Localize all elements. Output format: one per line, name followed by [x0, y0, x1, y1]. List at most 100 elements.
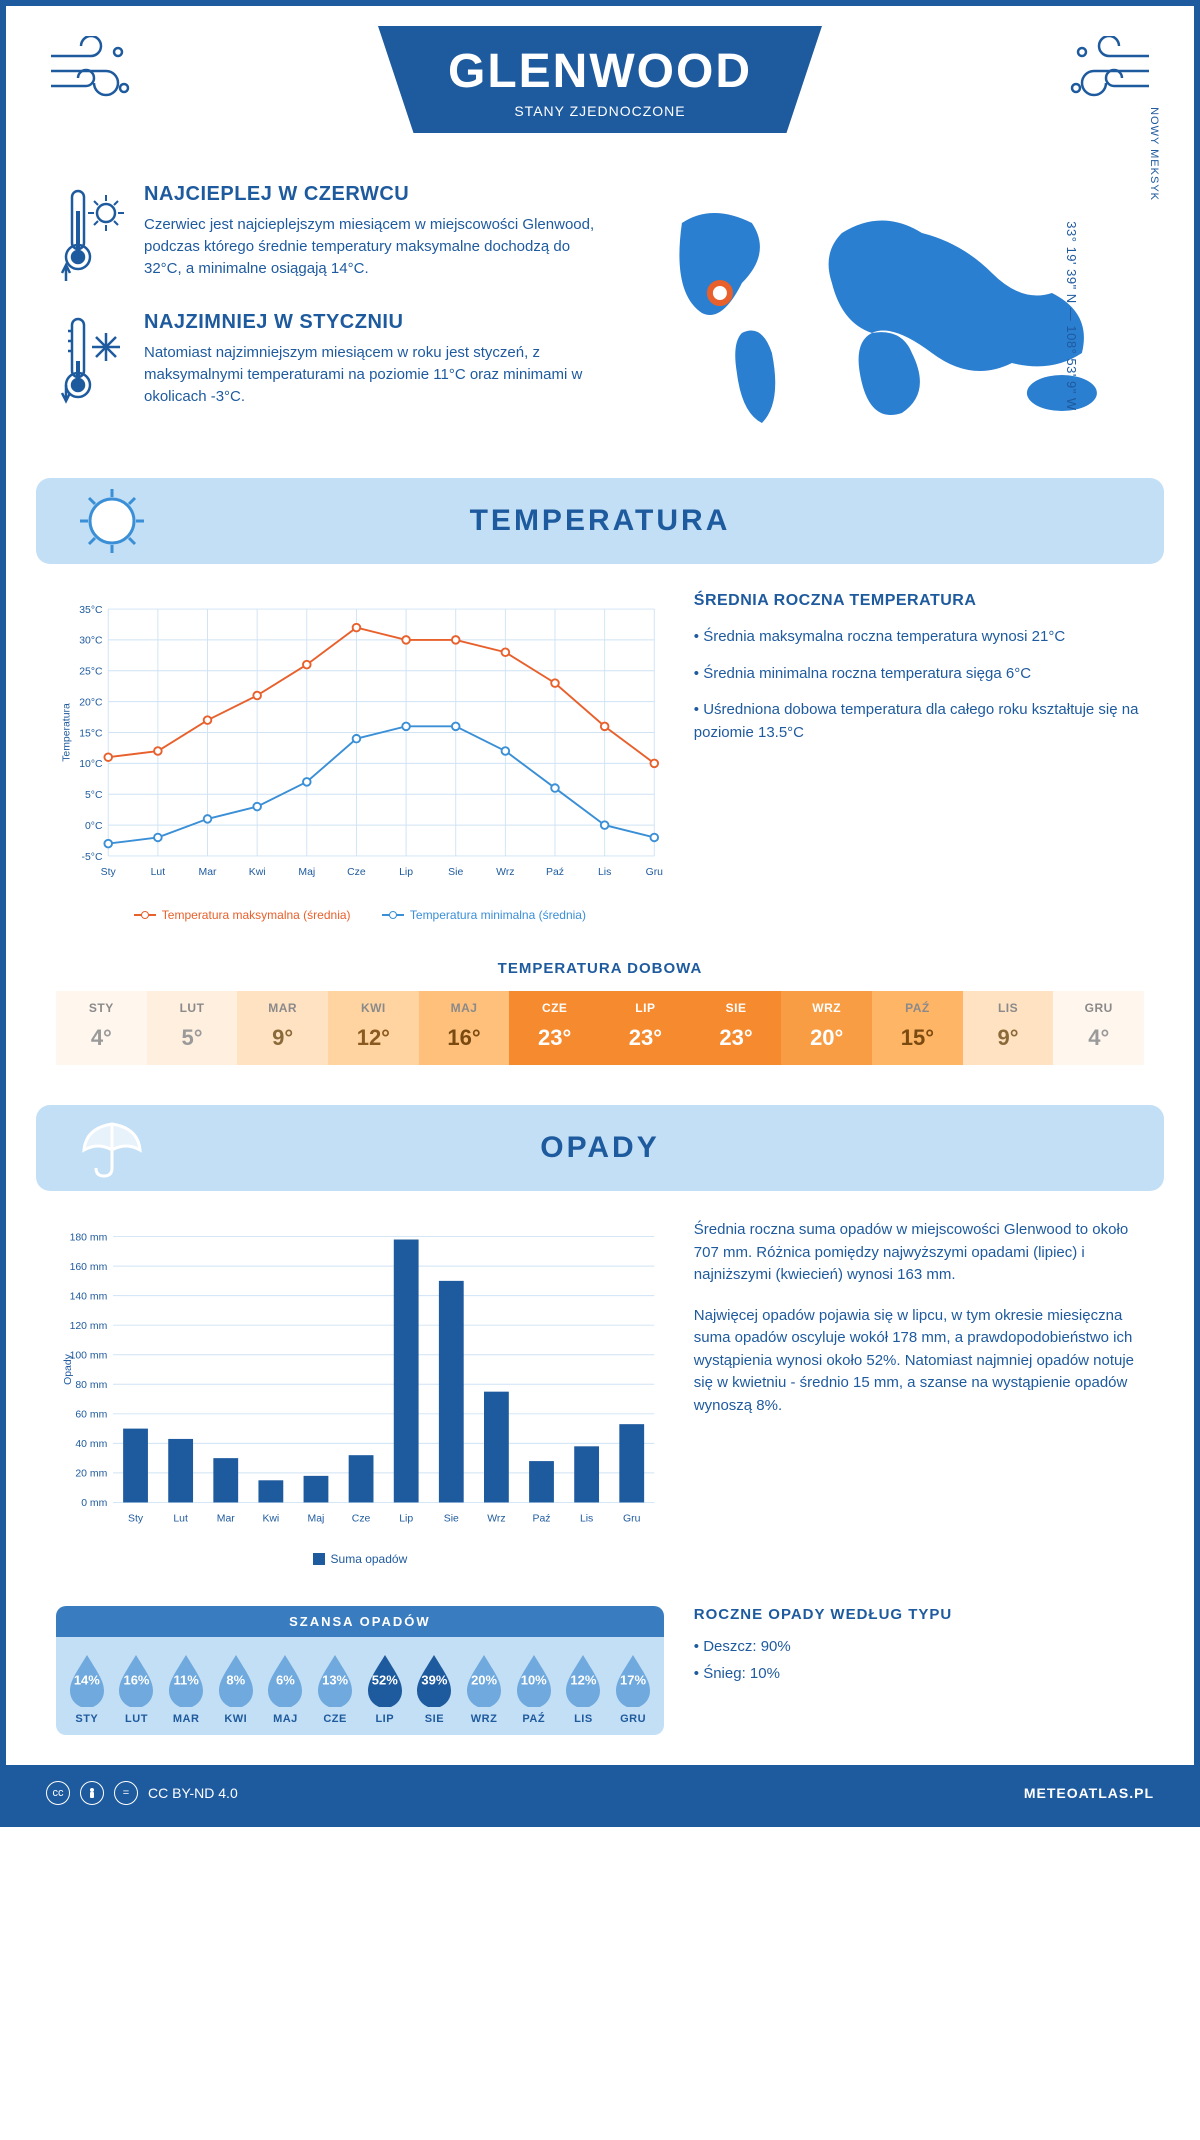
legend-label: Temperatura minimalna (średnia): [410, 908, 586, 922]
umbrella-icon: [76, 1112, 148, 1184]
precip-by-type: ROCZNE OPADY WEDŁUG TYPU • Deszcz: 90% •…: [694, 1588, 1194, 1717]
chance-value: 14%: [74, 1673, 100, 1688]
license-text: CC BY-ND 4.0: [148, 1785, 238, 1801]
rain-chance-row: 14% STY 16% LUT 11% MAR 8% KWI 6% MAJ 13…: [56, 1637, 664, 1735]
svg-text:20 mm: 20 mm: [75, 1469, 107, 1480]
month-label: SIE: [410, 1713, 460, 1725]
summary-line: • Średnia minimalna roczna temperatura s…: [694, 663, 1144, 686]
chance-value: 6%: [276, 1673, 295, 1688]
month-label: KWI: [211, 1713, 261, 1725]
svg-text:0°C: 0°C: [85, 821, 103, 832]
raindrop-icon: 14%: [64, 1651, 110, 1707]
wind-icon: [46, 36, 136, 120]
raindrop-icon: 13%: [312, 1651, 358, 1707]
rain-chance-cell: 12% LIS: [559, 1651, 609, 1725]
svg-text:10°C: 10°C: [79, 759, 103, 770]
daily-cell: PAŹ 15°: [872, 991, 963, 1065]
section-title: TEMPERATURA: [470, 504, 731, 537]
svg-text:Maj: Maj: [308, 1513, 325, 1524]
raindrop-icon: 8%: [213, 1651, 259, 1707]
svg-text:Gru: Gru: [623, 1513, 641, 1524]
rain-chance-cell: 17% GRU: [608, 1651, 658, 1725]
rain-chance-cell: 20% WRZ: [459, 1651, 509, 1725]
raindrop-icon: 10%: [511, 1651, 557, 1707]
svg-text:Sty: Sty: [128, 1513, 144, 1524]
legend-label: Suma opadów: [331, 1552, 408, 1566]
month-label: KWI: [328, 1001, 419, 1015]
daily-cell: WRZ 20°: [781, 991, 872, 1065]
section-banner-opady: OPADY: [36, 1105, 1164, 1191]
site-name: METEOATLAS.PL: [1024, 1785, 1154, 1801]
summary-line: • Uśredniona dobowa temperatura dla całe…: [694, 699, 1144, 744]
temp-value: 9°: [237, 1025, 328, 1051]
legend-label: Temperatura maksymalna (średnia): [162, 908, 351, 922]
month-label: PAŹ: [509, 1713, 559, 1725]
svg-text:Lut: Lut: [173, 1513, 188, 1524]
by-icon: [80, 1781, 104, 1805]
month-label: MAR: [161, 1713, 211, 1725]
sun-icon: [76, 485, 148, 557]
temp-value: 20°: [781, 1025, 872, 1051]
chance-value: 16%: [123, 1673, 149, 1688]
chance-value: 10%: [521, 1673, 547, 1688]
daily-cell: CZE 23°: [509, 991, 600, 1065]
nd-icon: =: [114, 1781, 138, 1805]
svg-text:Cze: Cze: [347, 867, 366, 878]
temperature-line-chart: -5°C0°C5°C10°C15°C20°C25°C30°C35°CStyLut…: [56, 592, 664, 922]
month-label: LIS: [963, 1001, 1054, 1015]
svg-text:40 mm: 40 mm: [75, 1439, 107, 1450]
svg-text:Lip: Lip: [399, 867, 413, 878]
daily-cell: KWI 12°: [328, 991, 419, 1065]
svg-text:Mar: Mar: [199, 867, 217, 878]
region-label: NOWY MEKSYK: [1148, 107, 1160, 201]
month-label: LUT: [112, 1713, 162, 1725]
temp-value: 4°: [56, 1025, 147, 1051]
chance-value: 20%: [471, 1673, 497, 1688]
svg-text:25°C: 25°C: [79, 667, 103, 678]
page: GLENWOOD STANY ZJEDNOCZONE: [0, 0, 1200, 1827]
month-label: CZE: [310, 1713, 360, 1725]
chart-legend: Suma opadów: [56, 1552, 664, 1568]
daily-cell: LIP 23°: [600, 991, 691, 1065]
month-label: LIP: [600, 1001, 691, 1015]
temperature-body: -5°C0°C5°C10°C15°C20°C25°C30°C35°CStyLut…: [6, 564, 1194, 932]
raindrop-icon: 12%: [560, 1651, 606, 1707]
daily-title: TEMPERATURA DOBOWA: [56, 960, 1144, 977]
svg-text:-5°C: -5°C: [82, 852, 103, 863]
license-block: cc = CC BY-ND 4.0: [46, 1781, 238, 1805]
svg-text:20°C: 20°C: [79, 697, 103, 708]
title-banner: GLENWOOD STANY ZJEDNOCZONE: [378, 26, 822, 133]
raindrop-icon: 17%: [610, 1651, 656, 1707]
temp-value: 4°: [1053, 1025, 1144, 1051]
temp-value: 9°: [963, 1025, 1054, 1051]
svg-text:Sie: Sie: [444, 1513, 459, 1524]
daily-cell: MAJ 16°: [419, 991, 510, 1065]
temp-value: 23°: [600, 1025, 691, 1051]
month-label: STY: [62, 1713, 112, 1725]
intro-row: NAJCIEPLEJ W CZERWCU Czerwiec jest najci…: [6, 163, 1194, 478]
rain-chance: SZANSA OPADÓW 14% STY 16% LUT 11% MAR 8%…: [56, 1606, 664, 1735]
temp-value: 16°: [419, 1025, 510, 1051]
precip-type-title: ROCZNE OPADY WEDŁUG TYPU: [694, 1606, 1144, 1623]
fact-coldest: NAJZIMNIEJ W STYCZNIU Natomiast najzimni…: [56, 311, 610, 411]
month-label: GRU: [608, 1713, 658, 1725]
precip-type-line: • Śnieg: 10%: [694, 1660, 1144, 1687]
chance-value: 52%: [372, 1673, 398, 1688]
fact-title: NAJZIMNIEJ W STYCZNIU: [144, 311, 610, 334]
svg-text:Lut: Lut: [151, 867, 166, 878]
svg-text:Maj: Maj: [298, 867, 315, 878]
month-label: CZE: [509, 1001, 600, 1015]
daily-temperature: TEMPERATURA DOBOWA STY 4°LUT 5°MAR 9°KWI…: [6, 932, 1194, 1105]
map-column: NOWY MEKSYK 33° 19' 39" N — 108° 53' 9" …: [640, 183, 1144, 448]
daily-cell: LUT 5°: [147, 991, 238, 1065]
chance-value: 8%: [226, 1673, 245, 1688]
chance-value: 13%: [322, 1673, 348, 1688]
precipitation-summary: Średnia roczna suma opadów w miejscowośc…: [694, 1219, 1144, 1568]
country-subtitle: STANY ZJEDNOCZONE: [448, 103, 752, 119]
svg-text:Opady: Opady: [63, 1353, 74, 1385]
temperature-summary: ŚREDNIA ROCZNA TEMPERATURA • Średnia mak…: [694, 592, 1144, 922]
month-label: GRU: [1053, 1001, 1144, 1015]
month-label: MAJ: [419, 1001, 510, 1015]
temp-value: 12°: [328, 1025, 419, 1051]
svg-text:Lis: Lis: [580, 1513, 593, 1524]
